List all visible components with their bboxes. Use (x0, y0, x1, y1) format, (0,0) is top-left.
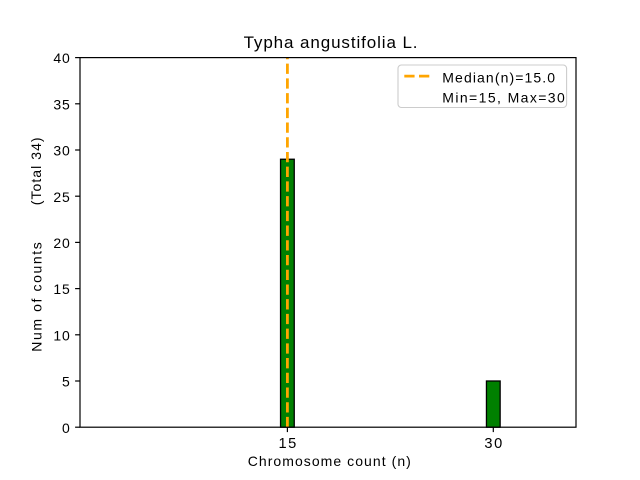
svg-text:40: 40 (53, 50, 70, 66)
svg-text:Num of counts: Num of counts (29, 241, 45, 352)
svg-text:25: 25 (53, 189, 70, 205)
svg-text:Chromosome count (n): Chromosome count (n) (248, 453, 412, 469)
svg-text:0: 0 (62, 420, 71, 436)
svg-text:20: 20 (53, 235, 70, 251)
svg-text:30: 30 (484, 436, 503, 452)
svg-text:35: 35 (53, 96, 70, 112)
svg-text:Typha angustifolia L.: Typha angustifolia L. (244, 33, 419, 52)
svg-text:Median(n)=15.0: Median(n)=15.0 (442, 70, 556, 86)
svg-text:Min=15, Max=30: Min=15, Max=30 (442, 90, 566, 106)
svg-text:(Total 34): (Total 34) (28, 136, 44, 205)
svg-text:10: 10 (53, 327, 70, 343)
svg-text:15: 15 (53, 281, 70, 297)
svg-text:5: 5 (62, 374, 71, 390)
svg-text:30: 30 (53, 143, 70, 159)
svg-text:15: 15 (278, 436, 297, 452)
